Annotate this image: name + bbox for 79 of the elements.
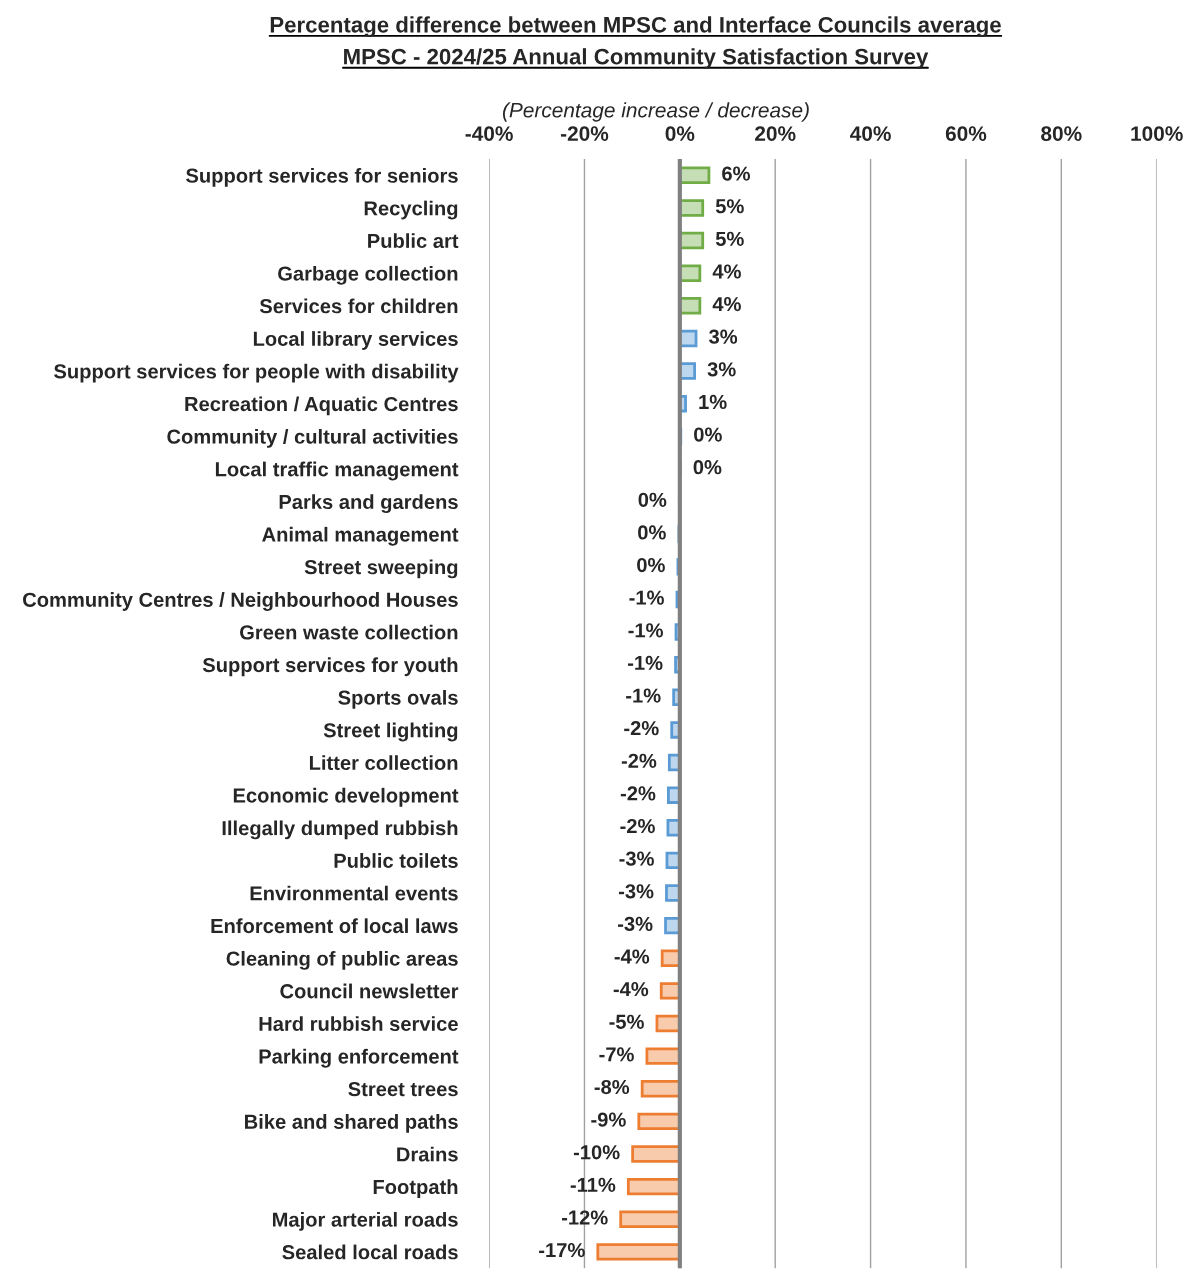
y-tick-label: Recreation / Aquatic Centres bbox=[185, 396, 458, 416]
data-label: -3% bbox=[618, 884, 654, 899]
data-label: -2% bbox=[620, 818, 655, 834]
x-tick-label: 60% bbox=[945, 126, 987, 141]
y-tick-label: Enforcement of local laws bbox=[211, 918, 458, 934]
data-label: -1% bbox=[628, 655, 663, 671]
x-axis-title: (Percentage increase / decrease) bbox=[502, 102, 809, 122]
y-tick-label: Economic development bbox=[233, 787, 459, 807]
data-label: -5% bbox=[609, 1014, 644, 1029]
data-label: -2% bbox=[621, 753, 657, 768]
data-label: 5% bbox=[715, 231, 744, 246]
y-tick-label: Services for children bbox=[259, 298, 458, 314]
data-label: 5% bbox=[715, 199, 744, 214]
x-tick-label: 100% bbox=[1131, 126, 1183, 141]
data-label: -8% bbox=[594, 1079, 630, 1095]
x-tick-label: 80% bbox=[1041, 126, 1082, 141]
y-tick-label: Support services for seniors bbox=[186, 168, 458, 187]
y-tick-label: Drains bbox=[397, 1146, 458, 1162]
y-tick-label: Green waste collection bbox=[240, 624, 458, 640]
data-label: 0% bbox=[638, 492, 667, 507]
x-tick-label: -40% bbox=[465, 126, 513, 141]
data-label: -11% bbox=[570, 1177, 616, 1192]
data-label: -3% bbox=[618, 916, 653, 932]
y-tick-label: Street trees bbox=[348, 1081, 458, 1097]
data-label: 6% bbox=[722, 166, 750, 181]
data-label: 1% bbox=[699, 394, 727, 410]
y-tick-label: Recycling bbox=[364, 200, 458, 220]
data-label: -3% bbox=[619, 851, 654, 866]
y-tick-label: Public toilets bbox=[334, 853, 458, 868]
y-tick-label: Sealed local roads bbox=[282, 1244, 458, 1260]
data-label: 0% bbox=[637, 557, 665, 573]
data-label: 4% bbox=[712, 264, 741, 279]
data-label: 3% bbox=[707, 362, 736, 377]
y-tick-label: Street sweeping bbox=[304, 559, 458, 579]
data-label: 0% bbox=[693, 460, 722, 475]
y-tick-label: Animal management bbox=[262, 526, 459, 546]
y-tick-label: Bike and shared paths bbox=[245, 1114, 458, 1133]
y-tick-label: Garbage collection bbox=[278, 265, 458, 285]
y-tick-label: Illegally dumped rubbish bbox=[222, 820, 458, 840]
y-tick-label: Parks and gardens bbox=[279, 494, 458, 514]
y-tick-label: Community Centres / Neighbourhood Houses bbox=[23, 592, 458, 611]
data-label: 0% bbox=[694, 427, 722, 442]
y-tick-label: Parking enforcement bbox=[259, 1048, 459, 1068]
data-label: 0% bbox=[638, 525, 666, 540]
y-tick-label: Cleaning of public areas bbox=[226, 950, 458, 970]
data-label: -1% bbox=[629, 590, 664, 605]
y-tick-label: Environmental events bbox=[250, 885, 458, 901]
y-tick-label: Public art bbox=[368, 233, 459, 249]
y-tick-label: Footpath bbox=[373, 1179, 458, 1199]
x-tick-label: 40% bbox=[850, 126, 891, 141]
y-tick-label: Street lighting bbox=[323, 722, 458, 742]
data-label: -2% bbox=[620, 786, 656, 801]
data-label: -1% bbox=[628, 623, 663, 638]
chart-subtitle: MPSC - 2024/25 Annual Community Satisfaction Survey bbox=[344, 48, 929, 69]
y-tick-label: Local traffic management bbox=[215, 461, 459, 481]
y-tick-label: Sports ovals bbox=[338, 689, 458, 709]
y-tick-label: Support services for youth bbox=[202, 657, 458, 677]
data-label: -9% bbox=[591, 1112, 626, 1127]
data-label: -4% bbox=[614, 949, 650, 964]
data-label: 4% bbox=[712, 297, 741, 312]
data-label: -2% bbox=[624, 721, 659, 736]
y-tick-label: Litter collection bbox=[309, 755, 458, 771]
y-tick-label: Support services for people with disability bbox=[54, 363, 459, 383]
x-tick-label: 0% bbox=[665, 126, 695, 141]
data-label: -10% bbox=[573, 1145, 620, 1160]
y-tick-label: Hard rubbish service bbox=[259, 1016, 458, 1032]
x-tick-label: 20% bbox=[755, 126, 796, 141]
x-tick-label: -20% bbox=[560, 126, 609, 141]
data-label: -4% bbox=[613, 982, 649, 997]
y-tick-label: Council newsletter bbox=[280, 983, 459, 999]
y-tick-label: Community / cultural activities bbox=[167, 429, 458, 448]
data-label: -1% bbox=[626, 688, 661, 703]
data-label: 3% bbox=[709, 329, 738, 344]
y-tick-label: Major arterial roads bbox=[272, 1211, 458, 1231]
data-label: -17% bbox=[539, 1243, 585, 1258]
data-label: -7% bbox=[599, 1047, 634, 1062]
data-label: -12% bbox=[561, 1210, 608, 1225]
y-tick-label: Local library services bbox=[253, 331, 458, 350]
chart-title: Percentage difference between MPSC and Interface Councils average bbox=[270, 16, 1001, 38]
